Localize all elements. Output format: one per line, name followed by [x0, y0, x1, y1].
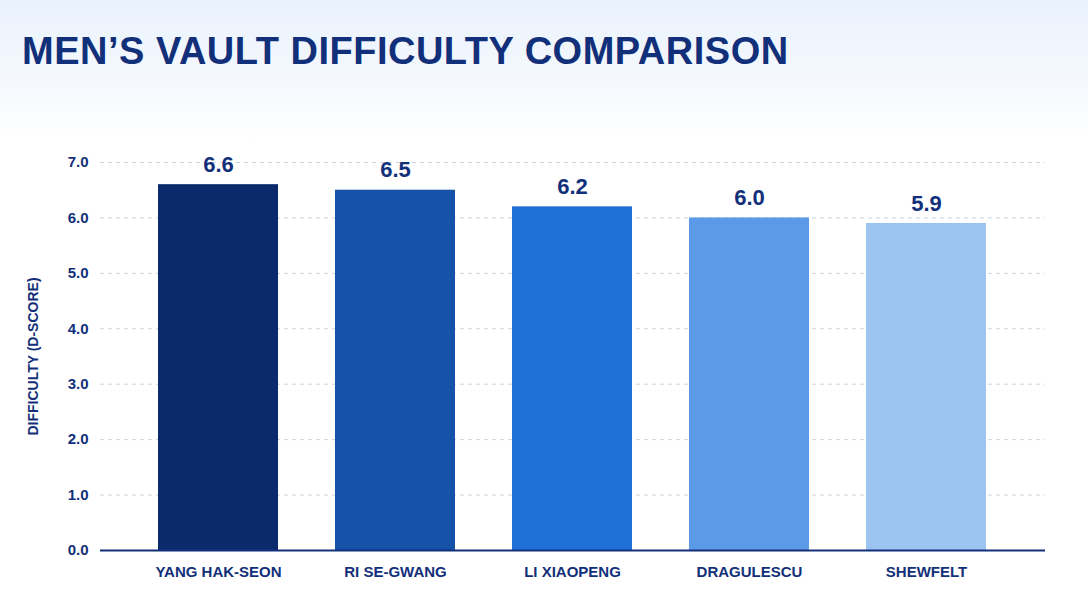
svg-text:7.0: 7.0	[68, 153, 89, 170]
svg-text:6.0: 6.0	[68, 209, 89, 226]
svg-text:RI SE-GWANG: RI SE-GWANG	[344, 563, 447, 580]
svg-text:LI XIAOPENG: LI XIAOPENG	[524, 563, 621, 580]
svg-text:6.2: 6.2	[557, 174, 588, 199]
svg-text:5.9: 5.9	[911, 191, 942, 216]
html-text:MEN’S VAULT DIFFICULTY COMPARI: MEN’S VAULT DIFFICULTY COMPARISON	[22, 30, 789, 72]
svg-text:4.0: 4.0	[68, 320, 89, 337]
svg-text:1.0: 1.0	[68, 486, 89, 503]
svg-text:6.6: 6.6	[203, 152, 234, 177]
svg-text:5.0: 5.0	[68, 264, 89, 281]
svg-text:0.0: 0.0	[68, 541, 89, 558]
svg-text:DIFFICULTY (D-SCORE): DIFFICULTY (D-SCORE)	[25, 277, 41, 435]
svg-text:2.0: 2.0	[68, 430, 89, 447]
svg-text:3.0: 3.0	[68, 375, 89, 392]
svg-text:YANG HAK-SEON: YANG HAK-SEON	[155, 563, 281, 580]
svg-text:6.5: 6.5	[380, 157, 411, 182]
svg-text:SHEWFELT: SHEWFELT	[886, 563, 967, 580]
svg-text:DRAGULESCU: DRAGULESCU	[697, 563, 803, 580]
svg-text:6.0: 6.0	[734, 185, 765, 210]
